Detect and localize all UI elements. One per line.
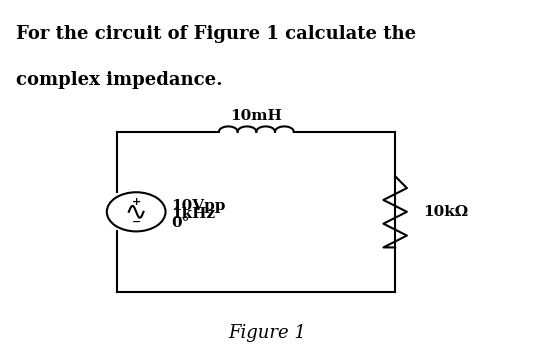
Text: 1kHz: 1kHz [171,207,215,221]
Text: 0°: 0° [171,216,189,230]
Text: Figure 1: Figure 1 [228,324,306,342]
Text: 10Vpp: 10Vpp [171,199,225,213]
Text: +: + [131,198,141,208]
Text: complex impedance.: complex impedance. [16,71,223,89]
Text: For the circuit of Figure 1 calculate the: For the circuit of Figure 1 calculate th… [16,25,416,43]
Text: 10mH: 10mH [230,109,282,123]
Text: 10kΩ: 10kΩ [423,205,468,219]
Text: −: − [131,217,141,227]
